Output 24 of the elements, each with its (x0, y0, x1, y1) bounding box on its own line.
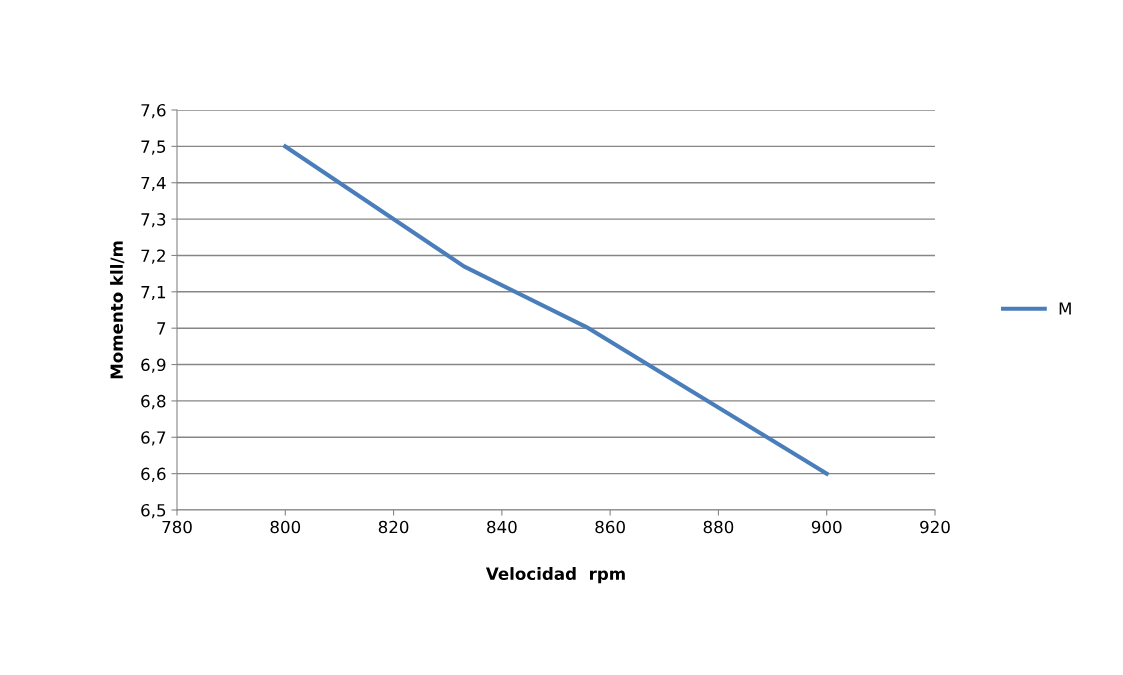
x-tick-label: 860 (595, 520, 625, 534)
legend-label: M (1059, 302, 1071, 315)
x-tick-label: 820 (378, 520, 409, 534)
y-tick-label: 6,7 (141, 431, 166, 446)
y-tick-label: 7,4 (141, 176, 166, 191)
y-tick-label: 6,6 (141, 467, 166, 482)
y-tick-label: 6,9 (141, 358, 166, 373)
x-tick-label: 920 (920, 520, 950, 534)
y-tick-label: 6,5 (141, 503, 166, 519)
y-tick-label: 6,8 (141, 394, 166, 410)
x-tick-label: 800 (270, 520, 301, 534)
line-series (283, 144, 829, 476)
x-axis-title: Velocidad rpm (485, 567, 625, 584)
y-tick-label: 7 (157, 322, 166, 335)
x-tick-label: 880 (703, 520, 734, 534)
x-tick-label: 840 (487, 520, 517, 534)
x-tick-label: 780 (162, 520, 192, 534)
y-tick-label: 7,5 (141, 140, 166, 155)
y-tick-label: 7,1 (141, 286, 166, 301)
y-tick-label: 7,2 (141, 249, 165, 264)
y-tick-label: 7,6 (141, 103, 166, 119)
y-tick-label: 7,3 (141, 213, 166, 228)
x-tick-label: 900 (811, 520, 842, 534)
y-axis-title: Momento kll/m (110, 241, 125, 379)
